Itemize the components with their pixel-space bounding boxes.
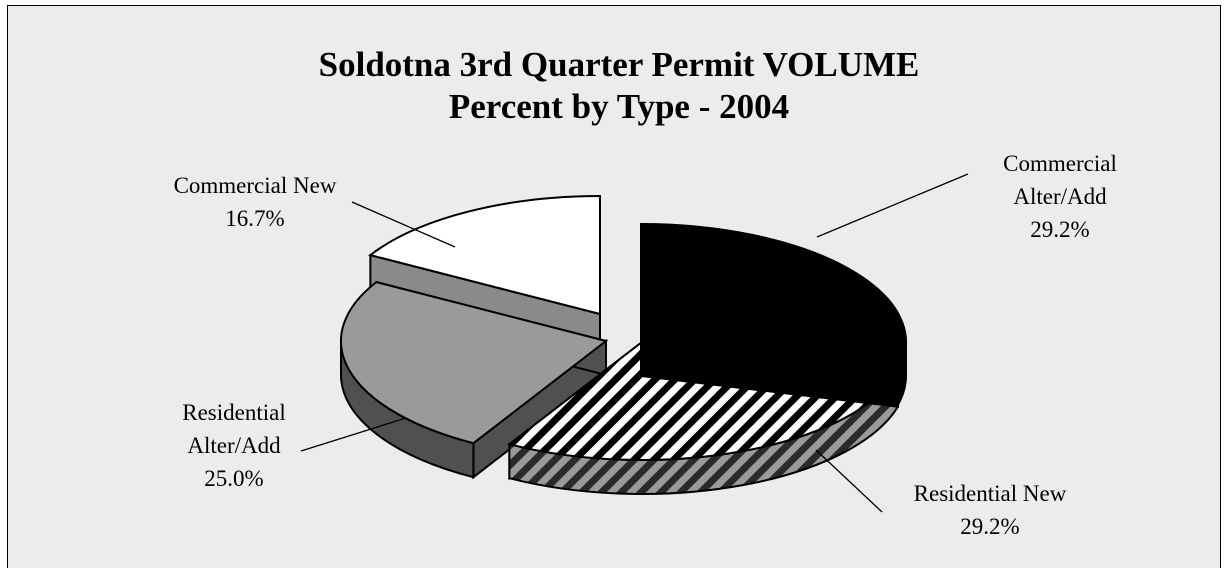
pie-slice-top xyxy=(340,281,609,445)
slices-layer xyxy=(340,194,907,495)
pie-slice-top xyxy=(640,222,907,374)
leader-line xyxy=(300,417,407,452)
slice-value-label: 16.7% xyxy=(225,206,284,231)
leader-line xyxy=(816,173,969,238)
leader-line xyxy=(815,449,883,513)
slice-value-label: 29.2% xyxy=(1030,217,1089,242)
slice-value-label: 29.2% xyxy=(960,514,1019,539)
pie-slice xyxy=(640,222,907,411)
slice-category-label: Alter/Add xyxy=(187,433,281,458)
leaders-layer xyxy=(300,173,969,513)
pie-slice xyxy=(340,280,609,480)
chart-subtitle: Percent by Type - 2004 xyxy=(449,87,789,126)
slice-category-label: Commercial xyxy=(1003,151,1117,176)
pie-slice-top xyxy=(368,194,601,316)
slice-category-label: Residential New xyxy=(914,481,1067,506)
slice-category-label: Alter/Add xyxy=(1013,184,1107,209)
leader-line xyxy=(351,201,456,248)
slice-value-label: 25.0% xyxy=(204,466,263,491)
slice-category-label: Commercial New xyxy=(174,173,337,198)
labels-layer: Commercial Alter/Add 29.2% Residential New 2… xyxy=(174,151,1117,539)
slice-category-label: Residential xyxy=(182,400,285,425)
chart-title: Soldotna 3rd Quarter Permit VOLUME xyxy=(319,45,920,84)
